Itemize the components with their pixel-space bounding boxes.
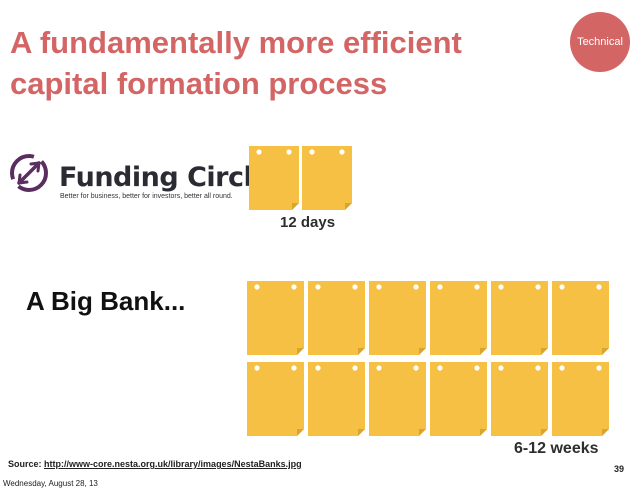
calendar-page-icon: [369, 281, 426, 355]
technical-badge: Technical: [570, 12, 630, 72]
title-line-1: A fundamentally more efficient: [10, 25, 462, 60]
source-citation: Source: http://www-core.nesta.org.uk/lib…: [8, 459, 302, 469]
calendar-page-icon: [302, 146, 352, 210]
circular-arrows-icon: [10, 154, 48, 192]
title-line-2: capital formation process: [10, 66, 388, 101]
page-number: 39: [614, 464, 625, 474]
source-link[interactable]: http://www-core.nesta.org.uk/library/ima…: [44, 459, 302, 469]
calendar-page-icon: [552, 362, 609, 436]
calendar-page-icon: [552, 281, 609, 355]
slide-title: A fundamentally more efficient capital f…: [10, 22, 462, 104]
footer-date: Wednesday, August 28, 13: [3, 479, 98, 488]
big-bank-duration: 6-12 weeks: [514, 440, 599, 457]
big-bank-label: A Big Bank...: [26, 286, 186, 316]
calendar-page-icon: [308, 362, 365, 436]
brand-name: Funding Circle: [59, 162, 271, 193]
calendar-page-icon: [249, 146, 299, 210]
calendar-page-icon: [491, 281, 548, 355]
calendar-page-icon: [308, 281, 365, 355]
brand-tagline: Better for business, better for investor…: [60, 193, 233, 200]
source-prefix: Source:: [8, 459, 42, 469]
calendar-page-icon: [369, 362, 426, 436]
calendar-page-icon: [491, 362, 548, 436]
funding-circle-logo: Funding Circle Better for business, bett…: [6, 150, 271, 210]
calendar-page-icon: [247, 362, 304, 436]
calendar-page-icon: [430, 362, 487, 436]
calendar-page-icon: [430, 281, 487, 355]
funding-circle-duration: 12 days: [280, 214, 336, 231]
calendar-page-icon: [247, 281, 304, 355]
